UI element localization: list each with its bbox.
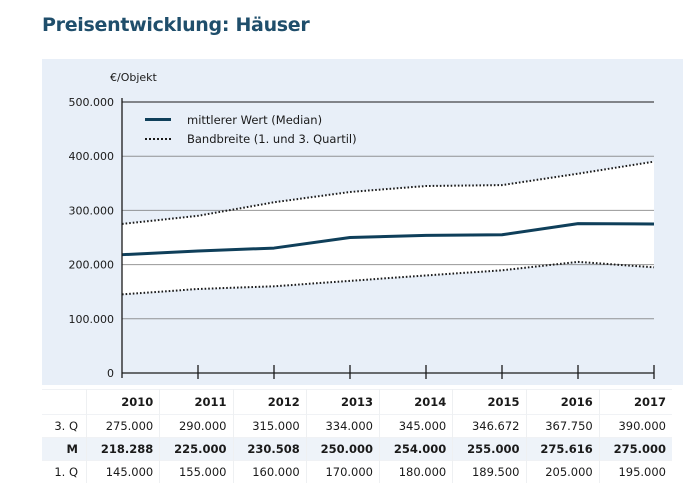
table-cell: 275.616	[526, 437, 600, 461]
quartile-line	[121, 160, 655, 225]
y-tick-label: 500.000	[69, 96, 115, 109]
median-line	[121, 222, 655, 257]
y-tick-label: 400.000	[69, 150, 115, 163]
quartile-line	[121, 260, 655, 296]
year-header: 2016	[526, 389, 600, 415]
table-row-q1: 1. Q 145.000 155.000 160.000 170.000 180…	[42, 460, 672, 483]
quartile-band	[122, 161, 654, 295]
table-cell: 315.000	[233, 414, 307, 438]
table-cell: 275.000	[86, 414, 161, 438]
legend-item-median: mittlerer Wert (Median)	[145, 110, 357, 129]
table-cell: 205.000	[526, 460, 600, 483]
data-table: 2010 2011 2012 2013 2014 2015 2016 2017 …	[42, 389, 672, 483]
y-axis-unit: €/Objekt	[110, 71, 157, 84]
row-label: M	[42, 437, 87, 461]
year-header: 2012	[233, 389, 307, 415]
y-tick-label: 300.000	[69, 204, 115, 217]
chart-legend: mittlerer Wert (Median) Bandbreite (1. u…	[145, 110, 357, 148]
table-cell: 255.000	[452, 437, 527, 461]
table-cell: 160.000	[233, 460, 307, 483]
table-cell: 189.500	[452, 460, 527, 483]
legend-label-range: Bandbreite (1. und 3. Quartil)	[187, 131, 357, 146]
table-header-row: 2010 2011 2012 2013 2014 2015 2016 2017	[42, 389, 672, 415]
table-cell: 170.000	[306, 460, 381, 483]
table-cell: 145.000	[86, 460, 161, 483]
table-corner	[42, 389, 87, 415]
row-label: 3. Q	[42, 414, 87, 438]
table-cell: 250.000	[306, 437, 381, 461]
data-lines	[121, 160, 655, 296]
axes	[121, 98, 655, 379]
dotted-line-icon	[145, 137, 171, 140]
table-cell: 334.000	[306, 414, 381, 438]
year-header: 2015	[452, 389, 527, 415]
table-row-q3: 3. Q 275.000 290.000 315.000 334.000 345…	[42, 414, 672, 438]
table-cell: 345.000	[379, 414, 454, 438]
table-cell: 230.508	[233, 437, 307, 461]
legend-label-median: mittlerer Wert (Median)	[187, 112, 323, 127]
table-cell: 195.000	[618, 465, 666, 479]
table-cell: 180.000	[379, 460, 454, 483]
solid-line-icon	[145, 118, 171, 121]
row-label: 1. Q	[42, 460, 87, 483]
table-cell: 225.000	[159, 437, 234, 461]
y-tick-label: 100.000	[69, 313, 115, 326]
table-cell: 254.000	[379, 437, 454, 461]
year-header: 2010	[86, 389, 161, 415]
legend-item-range: Bandbreite (1. und 3. Quartil)	[145, 129, 357, 148]
table-cell: 390.000	[618, 419, 666, 433]
year-header: 2014	[379, 389, 454, 415]
year-header: 2013	[306, 389, 381, 415]
table-cell: 218.288	[86, 437, 161, 461]
y-tick-label: 200.000	[69, 259, 115, 272]
table-cell: 290.000	[159, 414, 234, 438]
year-header: 2011	[159, 389, 234, 415]
page-title: Preisentwicklung: Häuser	[42, 14, 310, 36]
year-header: 2017	[633, 395, 666, 409]
table-row-median: M 218.288 225.000 230.508 250.000 254.00…	[42, 437, 672, 461]
y-axis-labels: 0 100.000 200.000 300.000 400.000 500.000	[69, 96, 115, 380]
table-cell: 275.000	[599, 437, 672, 461]
table-cell: 155.000	[159, 460, 234, 483]
table-cell: 346.672	[452, 414, 527, 438]
table-cell: 367.750	[526, 414, 600, 438]
y-tick-label: 0	[107, 367, 114, 380]
